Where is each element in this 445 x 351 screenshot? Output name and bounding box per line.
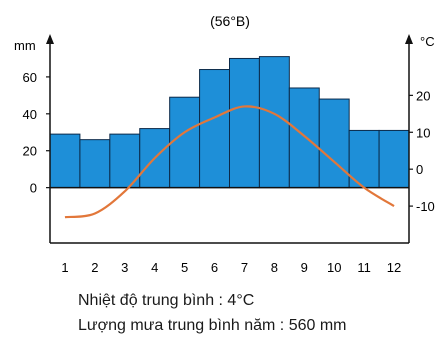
left-axis-ticks: 0 20 40 60 (23, 70, 50, 196)
left-tick-label: 0 (30, 181, 37, 196)
rain-bar-12 (378, 129, 410, 189)
right-tick-label: 20 (416, 88, 430, 103)
avg-rainfall-note: Lượng mưa trung bình năm : 560 mm (78, 317, 347, 334)
left-tick-label: 20 (23, 144, 37, 159)
rain-bar-9 (288, 87, 320, 189)
rain-bar-1 (49, 133, 81, 189)
axes (46, 34, 413, 244)
chart-notes: Nhiệt độ trung bình : 4°C Lượng mưa trun… (78, 288, 346, 338)
month-label-7: 7 (241, 260, 248, 275)
rain-bar-10 (318, 98, 350, 189)
rain-bar-6 (199, 69, 230, 189)
rain-bar-8 (258, 56, 290, 189)
month-label-9: 9 (301, 260, 308, 275)
rainfall-bars (49, 56, 410, 189)
month-label-10: 10 (327, 260, 341, 275)
left-tick-label: 40 (23, 107, 37, 122)
chart-title: (56°B) (210, 13, 250, 29)
month-label-4: 4 (151, 260, 158, 275)
month-label-8: 8 (271, 260, 278, 275)
left-tick-label: 60 (23, 70, 37, 85)
right-tick-label: -10 (416, 199, 435, 214)
month-labels: 1 2 3 4 5 6 7 8 9 10 11 12 (61, 260, 401, 275)
right-axis-ticks: -10 0 10 20 (409, 88, 435, 214)
avg-temperature-note: Nhiệt độ trung bình : 4°C (78, 292, 255, 309)
rain-bar-2 (79, 139, 111, 189)
rain-bar-3 (109, 133, 141, 189)
month-label-12: 12 (387, 260, 401, 275)
left-axis-label: mm (14, 38, 36, 53)
rain-bar-5 (169, 96, 201, 189)
month-label-11: 11 (357, 260, 371, 275)
month-label-1: 1 (61, 260, 68, 275)
left-axis-arrow (46, 34, 54, 44)
right-tick-label: 0 (416, 162, 423, 177)
month-label-5: 5 (181, 260, 188, 275)
right-axis-label: °C (420, 34, 435, 49)
month-label-2: 2 (91, 260, 98, 275)
month-label-3: 3 (121, 260, 128, 275)
rain-bar-7 (229, 57, 260, 189)
right-tick-label: 10 (416, 125, 430, 140)
temperature-line (64, 105, 395, 219)
month-label-6: 6 (211, 260, 218, 275)
right-axis-arrow (405, 34, 413, 44)
